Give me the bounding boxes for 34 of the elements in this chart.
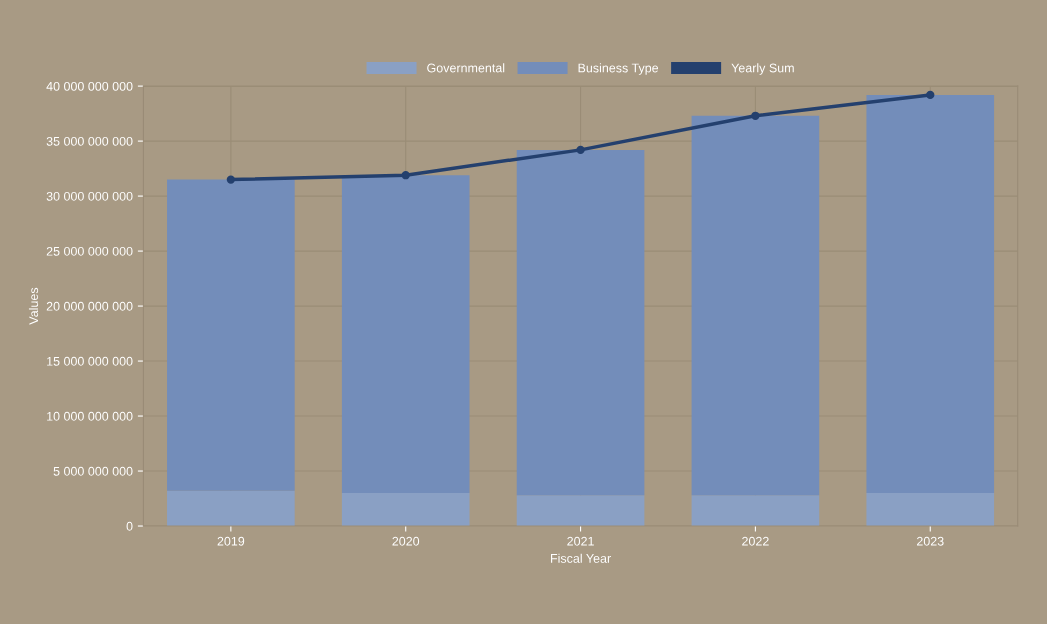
x-tick-label: 2022: [742, 536, 769, 546]
y-tick-label: 15 000 000 000: [47, 356, 133, 366]
point: [226, 175, 236, 184]
bar: [167, 490, 295, 527]
y-tick-label: 25 000 000 000: [46, 246, 133, 256]
bar: [866, 94, 995, 494]
legend-label: Yearly Sum: [731, 63, 794, 75]
y-tick-label: 20 000 000 000: [46, 301, 133, 311]
x-tick-label: 2023: [916, 536, 944, 546]
bar: [516, 495, 645, 527]
bar: [167, 179, 295, 491]
point: [751, 111, 760, 120]
y-tick-label: 5 000 000 000: [53, 466, 133, 476]
y-tick-label: 30 000 000 000: [46, 191, 133, 201]
bar: [691, 115, 820, 496]
y-tick-label: 40 000 000 000: [46, 81, 133, 91]
x-tick-label: 2019: [217, 536, 245, 546]
legend-label: Governmental: [427, 63, 505, 73]
bar: [866, 493, 995, 527]
y-tick-label: 0: [126, 521, 133, 531]
y-tick-label: 10 000 000 000: [47, 411, 133, 421]
x-tick-label: 2020: [392, 536, 420, 546]
x-axis-title: Fiscal Year: [551, 553, 611, 563]
bar: [341, 175, 470, 494]
y-axis-title: Values: [28, 287, 39, 325]
point: [401, 171, 410, 180]
y-tick-label: 35 000 000 000: [46, 136, 133, 146]
bar: [341, 493, 470, 527]
legend-label: Business Type: [578, 63, 659, 75]
bar: [516, 149, 645, 496]
bar: [691, 495, 820, 527]
x-tick-label: 2021: [567, 536, 594, 546]
point: [926, 90, 935, 100]
point: [576, 145, 585, 155]
